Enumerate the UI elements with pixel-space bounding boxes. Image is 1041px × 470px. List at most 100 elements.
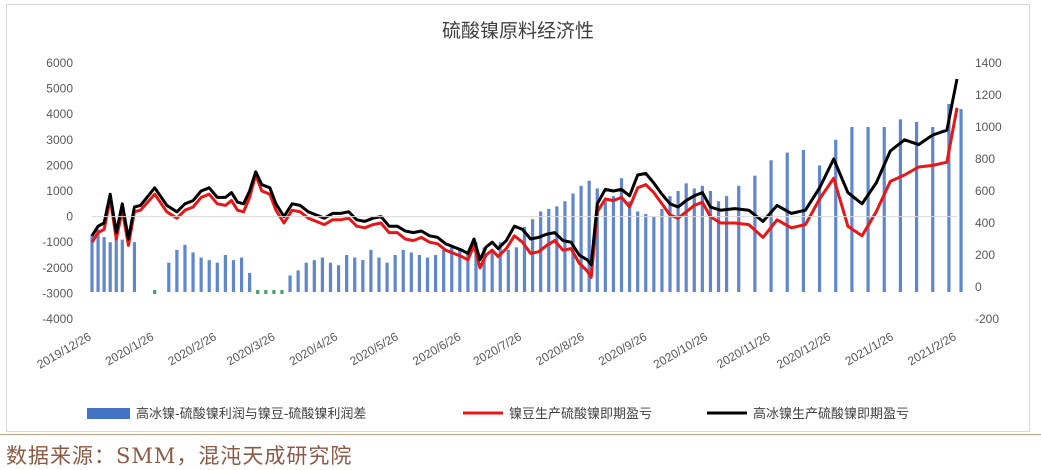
- bar: [114, 231, 118, 292]
- left-axis: 6000 5000 4000 3000 2000 1000 0 -1000 -2000 -3000…: [42, 56, 73, 326]
- right-axis-tick-label: 0: [975, 280, 982, 294]
- bar: [207, 260, 211, 292]
- bar: [514, 247, 519, 292]
- bar: [652, 216, 656, 292]
- right-axis-tick-label: 400: [975, 216, 995, 230]
- bar: [264, 290, 268, 294]
- source-divider: [0, 434, 1041, 435]
- x-axis-tick-label: 2020/6/26: [410, 329, 464, 368]
- x-axis-tick-label: 2021/2/26: [905, 329, 959, 368]
- bar: [555, 206, 559, 292]
- right-axis-tick-label: 1200: [975, 88, 1002, 102]
- bar: [328, 262, 333, 292]
- bar: [442, 249, 446, 292]
- bar: [850, 127, 854, 292]
- bar: [716, 201, 721, 292]
- bar: [668, 196, 672, 292]
- bar: [530, 219, 535, 292]
- left-axis-tick-label: -1000: [42, 235, 73, 249]
- left-axis-tick-label: 5000: [46, 82, 73, 96]
- bar: [737, 185, 741, 292]
- bar: [458, 249, 462, 292]
- bar: [466, 252, 470, 292]
- bar: [108, 242, 112, 292]
- left-axis-tick-label: 3000: [46, 133, 73, 147]
- right-axis: 1400 1200 1000 800 600 400 200 0 -200: [975, 56, 1002, 326]
- chart-frame: 硫酸镍原料经济性 6000 5000 4000 3000 2000 1000 0 -1000-…: [6, 4, 1030, 432]
- bar: [96, 229, 100, 292]
- bar: [231, 260, 236, 292]
- bar: [627, 201, 632, 292]
- right-axis-tick-label: 200: [975, 248, 995, 262]
- x-axis-tick-label: 2021/1/26: [843, 329, 897, 368]
- left-axis-tick-label: -2000: [42, 261, 73, 275]
- left-axis-tick-label: -3000: [42, 286, 73, 300]
- left-axis-tick-label: 1000: [46, 184, 73, 198]
- bar: [547, 208, 551, 292]
- right-axis-tick-label: 800: [975, 152, 995, 166]
- bar: [611, 196, 616, 292]
- bar: [183, 244, 187, 292]
- bar: [296, 270, 300, 292]
- bar: [959, 109, 963, 292]
- bar: [660, 208, 664, 292]
- bar: [239, 257, 244, 292]
- bar: [312, 260, 316, 292]
- bar: [619, 178, 624, 292]
- bar: [223, 255, 227, 292]
- x-axis-tick-label: 2020/11/26: [714, 329, 773, 371]
- bar: [288, 275, 292, 292]
- left-axis-tick-label: 2000: [46, 158, 73, 172]
- bar: [102, 237, 106, 292]
- x-axis-tick-label: 2020/2/26: [166, 329, 220, 368]
- left-axis-tick-label: 4000: [46, 107, 73, 121]
- x-axis-tick-label: 2020/9/26: [596, 329, 650, 368]
- bar: [199, 257, 203, 292]
- bar: [280, 290, 284, 294]
- left-axis-tick-label: 6000: [46, 56, 73, 70]
- bar: [498, 242, 502, 292]
- bar: [248, 272, 252, 292]
- bar: [603, 201, 607, 292]
- bar: [785, 152, 789, 292]
- legend-label-red-line: 镍豆生产硫酸镍即期盈亏: [509, 407, 652, 422]
- x-axis-tick-label: 2019/12/26: [34, 329, 93, 371]
- right-axis-tick-label: 1000: [975, 120, 1002, 134]
- bar: [369, 249, 373, 292]
- bar: [506, 249, 510, 292]
- bar: [684, 183, 688, 292]
- bar: [215, 262, 219, 292]
- bar: [377, 257, 381, 292]
- x-axis-tick-label: 2020/1/26: [103, 329, 157, 368]
- bar: [522, 226, 527, 292]
- bar: [563, 201, 567, 292]
- bar: [482, 247, 486, 292]
- bar: [692, 188, 696, 292]
- bar: [361, 260, 365, 292]
- bar: [595, 188, 599, 292]
- bar: [433, 255, 438, 292]
- bar: [450, 247, 454, 292]
- bar: [700, 185, 704, 292]
- bar: [914, 121, 919, 292]
- chart-svg: 硫酸镍原料经济性 6000500040003000200010000-1000-…: [34, 20, 1002, 422]
- x-axis-tick-label: 2020/12/26: [774, 329, 833, 371]
- bar: [817, 165, 822, 292]
- bar: [834, 139, 838, 292]
- bar: [385, 262, 389, 292]
- bar: [725, 196, 729, 292]
- legend-label-black-line: 高冰镍生产硫酸镍即期盈亏: [753, 406, 909, 422]
- series-line-nickel-bean: [90, 107, 959, 279]
- left-axis-tick-label: 0: [66, 210, 73, 224]
- bar: [947, 103, 951, 293]
- legend-swatch-bar: [87, 408, 130, 419]
- bar-series: [90, 103, 963, 294]
- legend-label-bar: 高冰镍-硫酸镍利润与镍豆-硫酸镍利润差: [136, 406, 366, 422]
- bar: [417, 255, 422, 292]
- bar: [393, 255, 397, 292]
- bar: [882, 127, 886, 292]
- bar: [579, 185, 583, 292]
- bar: [320, 257, 324, 292]
- bar: [175, 249, 179, 292]
- bar: [931, 127, 935, 292]
